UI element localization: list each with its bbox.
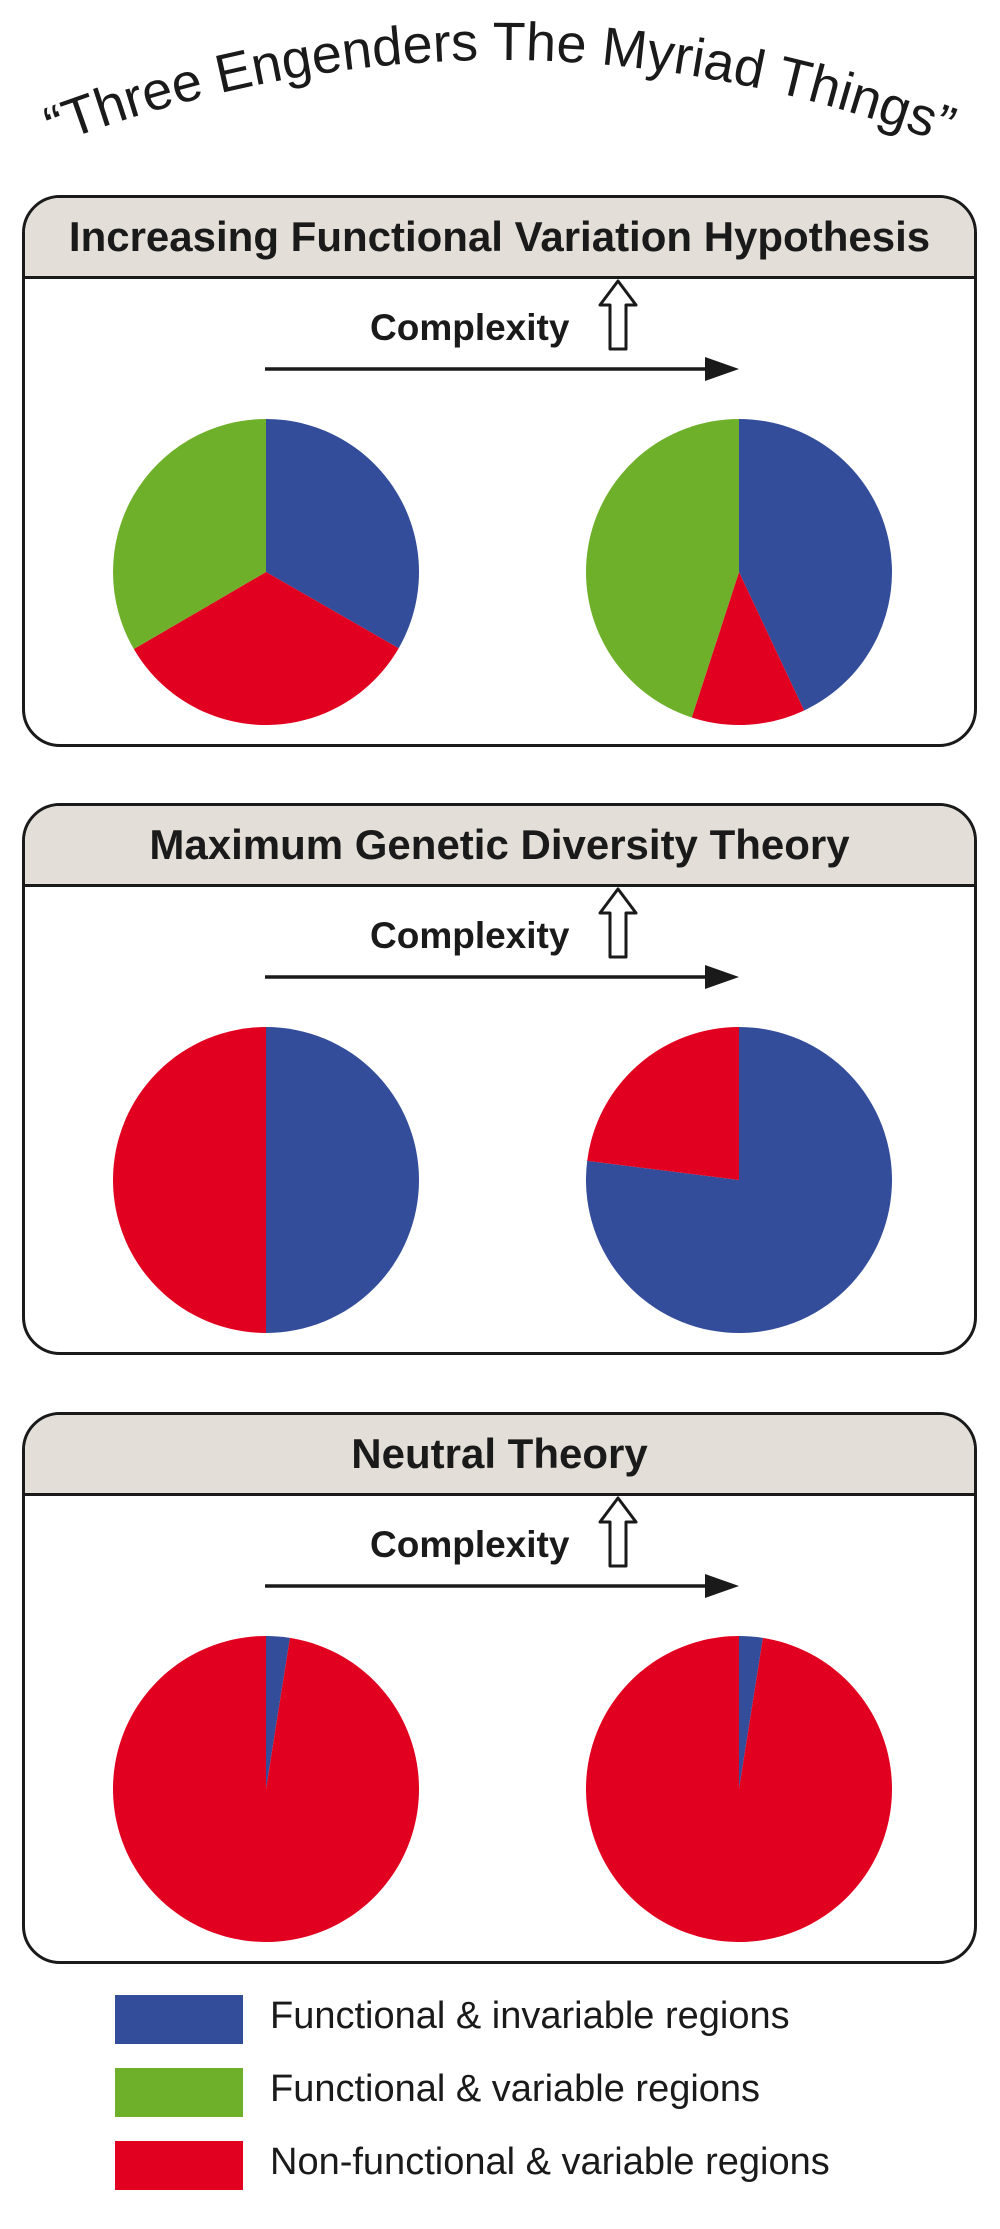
pie-chart-complex xyxy=(585,419,892,725)
complexity-arrowhead xyxy=(705,357,739,381)
main-title: “Three Engenders The Myriad Things” xyxy=(37,12,963,156)
legend-item-functional-invariable: Functional & invariable regions xyxy=(115,1995,915,2068)
pie-slice-functional-variable xyxy=(585,419,739,718)
pie-slice-functional-variable xyxy=(112,419,266,650)
complexity-arrows xyxy=(265,279,739,381)
pie-slice-functional-invariable xyxy=(739,1636,763,1789)
panel-maximum-genetic-diversity: Maximum Genetic Diversity Theory Complex… xyxy=(22,803,977,1355)
legend: Functional & invariable regions Function… xyxy=(115,1995,915,2214)
pie-chart-simple xyxy=(113,1027,419,1333)
increase-up-arrow xyxy=(598,279,638,351)
legend-label: Non-functional & variable regions xyxy=(270,2141,830,2183)
legend-label: Functional & variable regions xyxy=(270,2068,761,2110)
panel-neutral-theory: Neutral Theory Complexity xyxy=(22,1412,977,1964)
panel-body: Complexity xyxy=(25,887,974,1347)
pie-slice-nonfunctional-variable xyxy=(113,1027,266,1333)
svg-text:“Three Engenders The Myriad Th: “Three Engenders The Myriad Things” xyxy=(37,12,963,156)
complexity-arrows xyxy=(265,887,739,989)
complexity-label: Complexity xyxy=(370,1524,570,1565)
pie-chart-complex xyxy=(585,1636,892,1942)
complexity-arrowhead xyxy=(705,1574,739,1598)
panel-title: Increasing Functional Variation Hypothes… xyxy=(25,198,974,279)
complexity-label: Complexity xyxy=(370,915,570,956)
pie-slice-functional-invariable xyxy=(266,1027,419,1333)
legend-item-nonfunctional-variable: Non-functional & variable regions xyxy=(115,2141,915,2214)
pie-chart-simple xyxy=(113,1636,420,1942)
legend-item-functional-variable: Functional & variable regions xyxy=(115,2068,915,2141)
panel-title: Neutral Theory xyxy=(25,1415,974,1496)
panel-increasing-functional-variation: Increasing Functional Variation Hypothes… xyxy=(22,195,977,747)
panel-body: Complexity xyxy=(25,279,974,739)
legend-label: Functional & invariable regions xyxy=(270,1995,790,2037)
legend-swatch xyxy=(115,2141,243,2190)
pie-slice-nonfunctional-variable xyxy=(587,1027,739,1180)
pie-slice-nonfunctional-variable xyxy=(691,572,805,725)
pie-chart-complex xyxy=(586,1027,892,1333)
pie-chart-simple xyxy=(112,419,420,725)
panel-body: Complexity xyxy=(25,1496,974,1956)
pie-slice-nonfunctional-variable xyxy=(133,572,399,725)
pie-slice-nonfunctional-variable xyxy=(585,1636,892,1942)
legend-swatch xyxy=(115,1995,243,2044)
main-title-text: “Three Engenders The Myriad Things” xyxy=(37,12,963,156)
pie-slice-functional-invariable xyxy=(266,1636,290,1789)
panel-title: Maximum Genetic Diversity Theory xyxy=(25,806,974,887)
increase-up-arrow xyxy=(598,1496,638,1568)
legend-swatch xyxy=(115,2068,243,2117)
pie-slice-functional-invariable xyxy=(266,419,420,649)
pie-slice-functional-invariable xyxy=(739,419,892,711)
increase-up-arrow xyxy=(598,887,638,959)
pie-slice-nonfunctional-variable xyxy=(113,1636,420,1942)
complexity-arrows xyxy=(265,1496,739,1598)
complexity-arrowhead xyxy=(705,965,739,989)
complexity-label: Complexity xyxy=(370,307,570,348)
